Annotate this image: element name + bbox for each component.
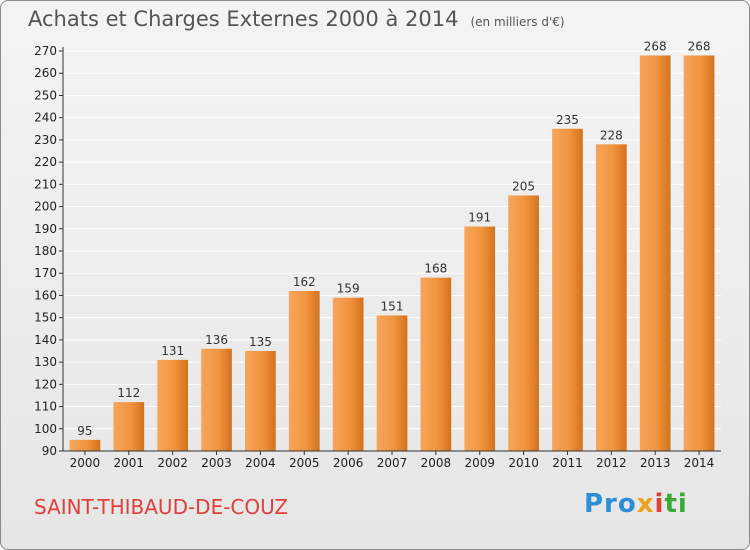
y-tick-label: 90 (42, 444, 57, 458)
x-tick-label: 2008 (421, 456, 452, 470)
bar-2002 (157, 359, 189, 451)
y-tick-label: 120 (34, 377, 57, 391)
x-tick-label: 2014 (684, 456, 715, 470)
bar-value-label: 205 (512, 179, 535, 193)
bar-2005 (288, 291, 320, 451)
bar-value-label: 235 (556, 113, 579, 127)
y-tick-label: 190 (34, 222, 57, 236)
bar-2013 (639, 55, 671, 451)
bar-2010 (508, 195, 539, 451)
bar-value-label: 268 (688, 39, 711, 53)
y-tick-label: 180 (34, 244, 57, 258)
bar-value-label: 162 (293, 275, 316, 289)
bar-value-label: 268 (644, 39, 667, 53)
chart-title: Achats et Charges Externes 2000 à 2014 (e… (28, 7, 565, 31)
bar-value-label: 159 (337, 282, 360, 296)
y-tick-label: 110 (34, 400, 57, 414)
bar-2012 (595, 144, 627, 452)
y-tick-label: 170 (34, 266, 57, 280)
labels: 90 100 110 120 130 140 150 160 170 180 190 200 210 22… (34, 39, 714, 470)
y-tick-label: 240 (34, 111, 57, 125)
y-tick-label: 260 (34, 66, 57, 80)
bar-value-label: 112 (117, 386, 140, 400)
logo-part-2: x (636, 489, 655, 519)
bar-value-label: 151 (381, 299, 404, 313)
bar-2009 (464, 226, 496, 451)
x-tick-label: 2000 (70, 456, 101, 470)
x-tick-label: 2001 (114, 456, 145, 470)
y-tick-label: 230 (34, 133, 57, 147)
logo-part-3: i (654, 489, 665, 519)
x-tick-label: 2004 (245, 456, 276, 470)
x-tick-label: 2011 (552, 456, 583, 470)
x-tick-label: 2013 (640, 456, 671, 470)
proxiti-logo: Proxiti (584, 489, 688, 519)
bar-value-label: 228 (600, 128, 623, 142)
x-tick-label: 2010 (508, 456, 539, 470)
bar-2006 (332, 297, 364, 451)
bars (69, 55, 715, 452)
logo-part-1: Pro (584, 489, 637, 519)
x-tick-label: 2009 (464, 456, 495, 470)
bar-value-label: 168 (424, 262, 447, 276)
bar-2001 (113, 402, 145, 451)
x-tick-label: 2006 (333, 456, 364, 470)
bar-2004 (245, 351, 276, 451)
place-name: SAINT-THIBAUD-DE-COUZ (34, 495, 289, 519)
bar-value-label: 135 (249, 335, 272, 349)
y-tick-label: 250 (34, 88, 57, 102)
y-tick-label: 130 (34, 355, 57, 369)
x-tick-label: 2002 (157, 456, 188, 470)
bar-2003 (201, 348, 232, 451)
bar-value-label: 95 (77, 424, 92, 438)
y-tick-label: 160 (34, 288, 57, 302)
bar-2014 (683, 55, 715, 451)
x-tick-label: 2007 (377, 456, 408, 470)
y-tick-label: 150 (34, 311, 57, 325)
y-tick-label: 100 (34, 422, 57, 436)
chart-title-text: Achats et Charges Externes 2000 à 2014 (28, 7, 459, 31)
y-tick-label: 210 (34, 177, 57, 191)
y-tick-label: 220 (34, 155, 57, 169)
x-tick-label: 2003 (201, 456, 232, 470)
bar-2007 (376, 315, 408, 451)
y-tick-label: 140 (34, 333, 57, 347)
bar-2008 (420, 277, 452, 451)
bar-value-label: 131 (161, 344, 184, 358)
bar-2011 (552, 128, 583, 451)
axes (59, 47, 721, 455)
bar-value-label: 136 (205, 333, 228, 347)
bar-value-label: 191 (468, 211, 491, 225)
chart-unit: (en milliers d'€) (470, 15, 565, 29)
x-tick-label: 2005 (289, 456, 320, 470)
y-tick-label: 270 (34, 44, 57, 58)
x-tick-label: 2012 (596, 456, 627, 470)
logo-part-4: ti (664, 489, 688, 519)
bar-2000 (69, 439, 101, 451)
y-tick-label: 200 (34, 200, 57, 214)
